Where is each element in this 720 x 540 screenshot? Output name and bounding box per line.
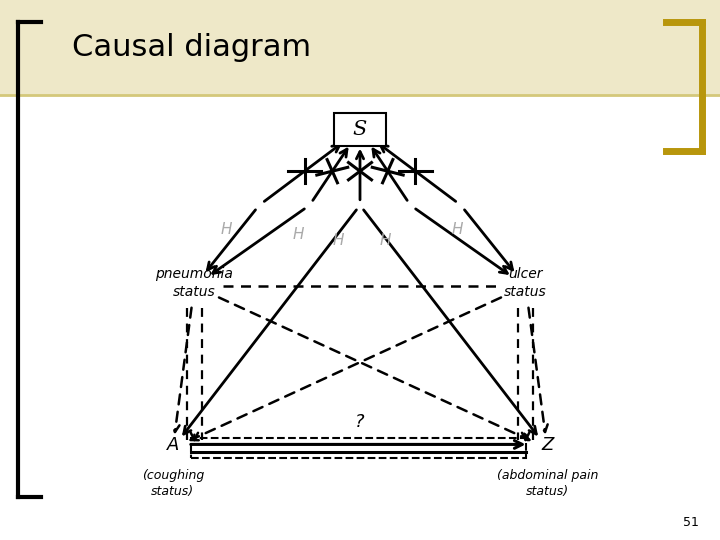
Text: Z: Z bbox=[541, 436, 554, 455]
Text: (abdominal pain: (abdominal pain bbox=[497, 469, 598, 482]
Text: status: status bbox=[504, 285, 547, 299]
Text: pneumonia: pneumonia bbox=[156, 267, 233, 281]
Text: H: H bbox=[293, 227, 305, 242]
FancyBboxPatch shape bbox=[334, 113, 386, 146]
Text: Causal diagram: Causal diagram bbox=[72, 33, 311, 62]
Bar bbox=[0, 0, 720, 94]
Text: (coughing: (coughing bbox=[142, 469, 204, 482]
Text: status: status bbox=[173, 285, 216, 299]
Text: H: H bbox=[451, 222, 463, 237]
Text: ulcer: ulcer bbox=[508, 267, 543, 281]
Text: H: H bbox=[379, 233, 391, 248]
Text: status): status) bbox=[151, 485, 194, 498]
Text: H: H bbox=[333, 233, 344, 248]
Text: 51: 51 bbox=[683, 516, 698, 529]
Text: S: S bbox=[353, 120, 367, 139]
Text: A: A bbox=[166, 436, 179, 455]
Text: status): status) bbox=[526, 485, 569, 498]
Text: ?: ? bbox=[355, 413, 365, 431]
Text: H: H bbox=[221, 222, 233, 237]
